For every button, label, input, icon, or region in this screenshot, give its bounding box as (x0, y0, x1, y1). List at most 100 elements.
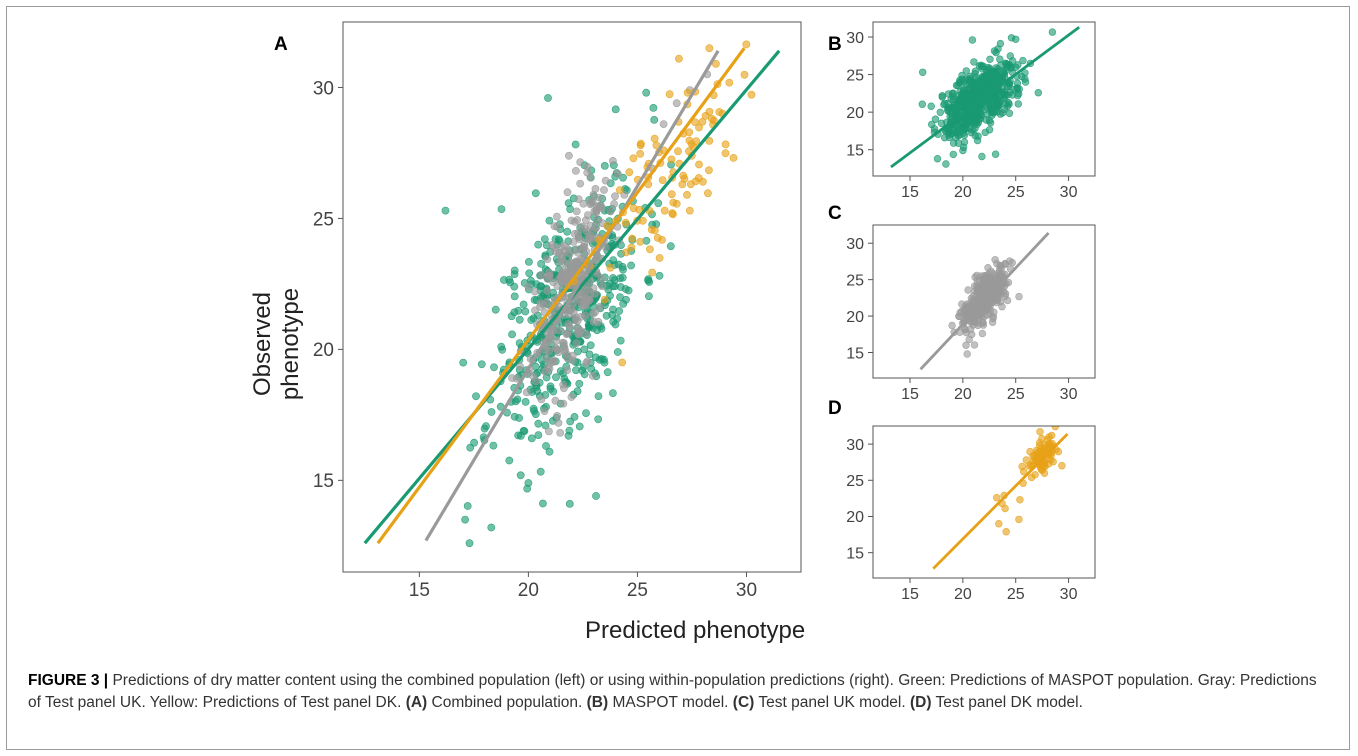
point-b-green-465 (974, 132, 982, 140)
point-a-green-141 (594, 392, 603, 400)
point-a-gray-102 (576, 158, 585, 166)
point-b-green-561 (968, 36, 977, 44)
point-c-gray-248 (988, 318, 997, 326)
point-a-green-488 (613, 348, 622, 356)
point-a-green-64 (575, 379, 584, 388)
caption-text-d: Test panel DK model. (931, 694, 1083, 711)
y-tick-label-a-15: 15 (313, 471, 334, 492)
y-tick-label-b-20: 20 (846, 105, 864, 122)
point-a-green-187 (552, 373, 560, 382)
point-a-gray-242 (588, 371, 597, 380)
point-b-green-344 (936, 108, 944, 117)
point-a-yellow-49 (660, 206, 669, 215)
point-a-green-348 (615, 307, 624, 315)
point-c-gray-153 (1008, 258, 1016, 267)
point-a-green-481 (544, 94, 552, 102)
x-tick-label-d-15: 15 (901, 586, 919, 603)
point-a-green-296 (530, 295, 539, 304)
point-a-gray-222 (584, 211, 592, 219)
point-d-yellow-84 (1038, 466, 1046, 474)
point-a-yellow-72 (667, 155, 676, 164)
point-b-green-409 (938, 92, 946, 100)
x-tick-label-d-25: 25 (1007, 586, 1025, 603)
point-b-green-562 (933, 155, 942, 163)
point-a-yellow-87 (685, 128, 694, 137)
point-a-green-467 (618, 262, 627, 271)
point-a-gray-253 (562, 330, 571, 339)
point-b-green-484 (1021, 69, 1029, 77)
caption-text-a: Combined population. (427, 694, 587, 711)
point-a-gray-165 (577, 222, 586, 231)
point-a-gray-224 (553, 212, 561, 221)
point-a-green-295 (539, 499, 547, 508)
point-a-yellow-4 (705, 166, 713, 175)
point-a-green-272 (644, 275, 653, 284)
plot-area-a (363, 40, 781, 548)
point-a-gray-158 (567, 393, 576, 401)
point-b-green-313 (996, 55, 1004, 63)
panel-label-d: D (828, 398, 842, 419)
point-a-gray-280 (584, 286, 592, 294)
y-tick-label-d-25: 25 (846, 473, 864, 490)
point-b-green-534 (953, 100, 961, 108)
point-b-green-556 (977, 81, 986, 90)
point-a-yellow-26 (674, 147, 682, 156)
point-c-gray-302 (995, 268, 1003, 277)
x-tick-label-a-30: 30 (736, 580, 757, 601)
point-a-gray-41 (595, 302, 604, 311)
point-a-green-414 (645, 292, 653, 301)
point-a-gray-97 (576, 179, 585, 188)
point-a-yellow-90 (705, 44, 714, 53)
point-a-yellow-58 (621, 218, 630, 227)
point-a-green-487 (461, 515, 469, 524)
point-c-gray-317 (975, 294, 984, 302)
point-a-green-363 (609, 274, 617, 282)
point-a-yellow-52 (708, 115, 716, 123)
point-a-gray-37 (542, 354, 551, 363)
point-d-yellow-73 (995, 519, 1003, 528)
point-a-gray-297 (589, 317, 598, 326)
point-d-yellow-10 (1059, 419, 1066, 426)
point-a-yellow-35 (665, 90, 674, 99)
caption-figure-label: FIGURE 3 | (28, 672, 109, 689)
point-b-green-563 (942, 160, 950, 168)
point-b-green-503 (944, 106, 952, 115)
x-tick-label-b-25: 25 (1007, 184, 1025, 201)
fit-line-a-gray (424, 49, 720, 542)
point-a-gray-266 (597, 274, 606, 283)
point-a-green-194 (534, 240, 543, 249)
point-a-gray-273 (541, 367, 550, 376)
plot-group-d: 15 20 25 30 15 20 25 30 (846, 419, 1096, 603)
point-a-yellow-84 (648, 268, 657, 277)
point-a-gray-216 (572, 245, 581, 254)
point-a-gray-13 (524, 282, 533, 291)
point-a-gray-141 (553, 282, 562, 290)
point-a-gray-52 (606, 207, 615, 216)
point-a-yellow-94 (699, 177, 707, 186)
x-tick-label-c-15: 15 (901, 386, 919, 403)
point-a-green-220 (609, 389, 617, 397)
point-c-gray-292 (977, 313, 986, 321)
point-a-green-484 (565, 499, 574, 508)
point-a-gray-265 (583, 227, 591, 236)
point-a-gray-250 (600, 186, 608, 194)
point-c-gray-299 (986, 275, 994, 283)
point-a-green-437 (466, 443, 475, 452)
y-tick-label-a-25: 25 (313, 209, 334, 230)
point-b-green-244 (931, 115, 940, 123)
point-a-green-482 (465, 539, 474, 548)
point-d-yellow-74 (1002, 527, 1010, 536)
point-a-green-17 (534, 431, 543, 439)
point-a-green-336 (510, 282, 519, 291)
point-a-gray-293 (559, 399, 568, 408)
point-a-green-199 (515, 315, 524, 324)
point-b-green-558 (958, 118, 967, 127)
point-a-gray-292 (569, 308, 578, 317)
point-a-green-103 (510, 270, 519, 278)
point-b-green-82 (986, 55, 994, 63)
point-a-gray-152 (553, 411, 562, 420)
point-a-green-450 (616, 336, 625, 345)
point-c-gray-157 (987, 267, 995, 275)
point-c-gray-284 (970, 341, 979, 349)
plot-area-b (890, 26, 1080, 169)
